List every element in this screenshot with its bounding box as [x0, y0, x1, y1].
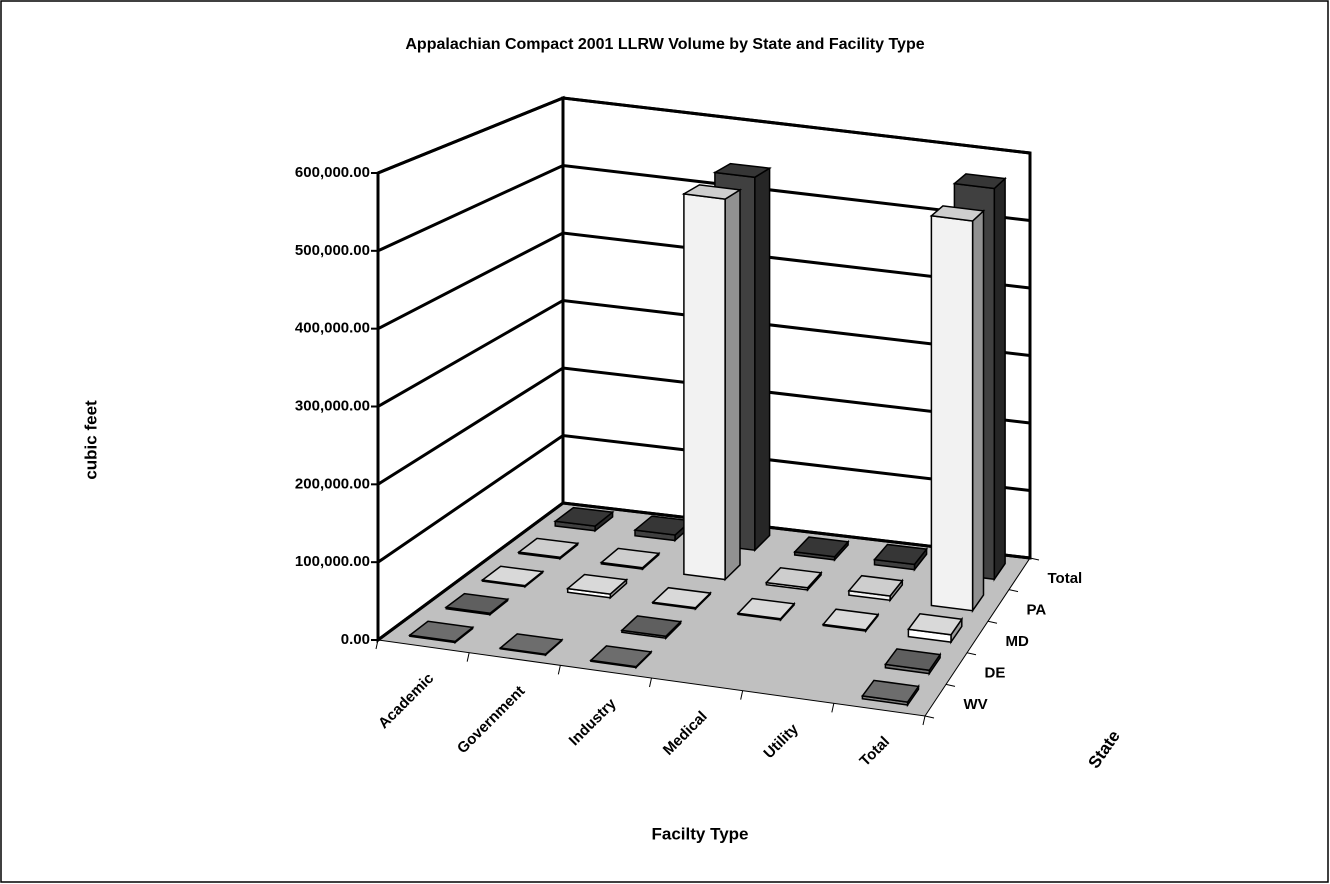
grid-line	[377, 366, 1031, 486]
bar-top	[793, 536, 850, 558]
bar	[444, 592, 510, 617]
bar	[861, 679, 920, 708]
z-tick-label: Total	[1048, 570, 1083, 587]
bar-top	[651, 586, 712, 609]
x-axis-title: Facilty Type	[652, 824, 749, 843]
bar	[408, 620, 475, 645]
bar-top	[620, 615, 683, 638]
bar-top	[847, 574, 904, 597]
bar-top	[553, 506, 615, 527]
x-tick	[557, 665, 561, 675]
bar	[553, 506, 615, 533]
bar	[929, 205, 986, 614]
x-tick	[375, 639, 379, 650]
z-tick-label: WV	[964, 696, 988, 713]
bar	[599, 547, 661, 571]
grid-line	[377, 231, 1031, 331]
bar	[620, 615, 683, 641]
bar-top	[929, 205, 986, 222]
bar	[873, 543, 929, 572]
bar	[821, 608, 880, 634]
bar-side	[754, 166, 771, 553]
bar	[589, 645, 653, 670]
bar-top	[736, 597, 796, 620]
bar	[565, 573, 629, 600]
z-tick-label: DE	[985, 665, 1006, 682]
grid-line	[377, 501, 1031, 642]
x-tick	[922, 715, 926, 726]
bar-front	[683, 193, 726, 581]
bar	[764, 567, 823, 592]
bar	[516, 537, 580, 561]
bar	[651, 586, 712, 611]
bar-top	[565, 573, 629, 595]
bar-top	[408, 620, 475, 643]
y-tick-label: 0.00	[341, 631, 370, 648]
bar-top	[480, 565, 545, 587]
x-tick	[466, 652, 470, 662]
y-tick-label: 300,000.00	[295, 397, 370, 414]
z-tick	[1029, 557, 1040, 561]
bar	[847, 574, 904, 603]
y-tick-label: 400,000.00	[295, 320, 370, 337]
bar-side	[724, 188, 741, 582]
y-axis-title: cubic feet	[81, 400, 100, 480]
chart-title: Appalachian Compact 2001 LLRW Volume by …	[405, 36, 924, 53]
bar	[736, 597, 796, 622]
bar	[498, 633, 564, 657]
grid-line	[377, 96, 1031, 175]
x-tick	[740, 690, 744, 700]
z-tick	[924, 715, 935, 719]
bar-top	[821, 608, 880, 631]
grid-line	[377, 298, 1031, 408]
bar-top	[907, 612, 964, 636]
z-tick	[987, 620, 998, 624]
bar	[907, 612, 964, 645]
z-tick	[1008, 589, 1019, 593]
bar-top	[589, 645, 653, 668]
bar-top	[952, 173, 1007, 190]
bar-side	[971, 209, 985, 614]
bar	[681, 184, 743, 582]
bar	[884, 648, 942, 677]
bar-top	[516, 537, 580, 559]
z-tick-label: MD	[1006, 633, 1029, 650]
bar-front	[930, 214, 974, 612]
grid-line	[377, 433, 1031, 564]
z-tick-label: PA	[1027, 601, 1047, 618]
y-tick-label: 500,000.00	[295, 242, 370, 259]
bar-top	[444, 592, 510, 614]
bar-side	[993, 176, 1006, 582]
grid-line	[377, 163, 1031, 253]
bar-top	[764, 567, 823, 589]
z-tick	[966, 652, 977, 656]
y-tick-label: 100,000.00	[295, 553, 370, 570]
bar-top	[681, 184, 743, 200]
bar-top	[712, 162, 772, 179]
bar-top	[861, 679, 920, 703]
bar-top	[873, 543, 929, 566]
y-tick-label: 600,000.00	[295, 164, 370, 181]
y-tick-label: 200,000.00	[295, 475, 370, 492]
bar-top	[599, 547, 661, 569]
x-tick	[649, 677, 652, 688]
bar	[480, 565, 545, 589]
bar-top	[498, 633, 564, 655]
bar	[793, 536, 850, 562]
bar-top	[884, 648, 942, 672]
z-tick	[945, 683, 956, 687]
x-tick	[831, 703, 835, 713]
